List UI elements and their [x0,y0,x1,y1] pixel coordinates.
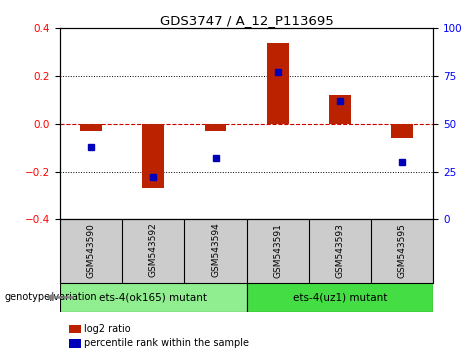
Bar [267,42,289,124]
Bar [142,124,164,188]
Text: ets-4(uz1) mutant: ets-4(uz1) mutant [293,292,387,302]
Bar [205,124,226,131]
Title: GDS3747 / A_12_P113695: GDS3747 / A_12_P113695 [160,14,333,27]
Bar [391,124,413,138]
Text: GSM543593: GSM543593 [336,223,344,278]
Text: GSM543591: GSM543591 [273,223,282,278]
Text: GSM543595: GSM543595 [398,223,407,278]
Text: log2 ratio: log2 ratio [84,324,130,334]
Bar [247,283,433,312]
Bar [60,283,247,312]
Text: percentile rank within the sample: percentile rank within the sample [84,338,249,348]
Bar [329,95,351,124]
Text: ets-4(ok165) mutant: ets-4(ok165) mutant [99,292,207,302]
Text: genotype/variation: genotype/variation [5,292,97,302]
Text: GSM543594: GSM543594 [211,223,220,278]
Text: GSM543590: GSM543590 [87,223,95,278]
Bar [80,124,102,131]
Text: GSM543592: GSM543592 [149,223,158,278]
